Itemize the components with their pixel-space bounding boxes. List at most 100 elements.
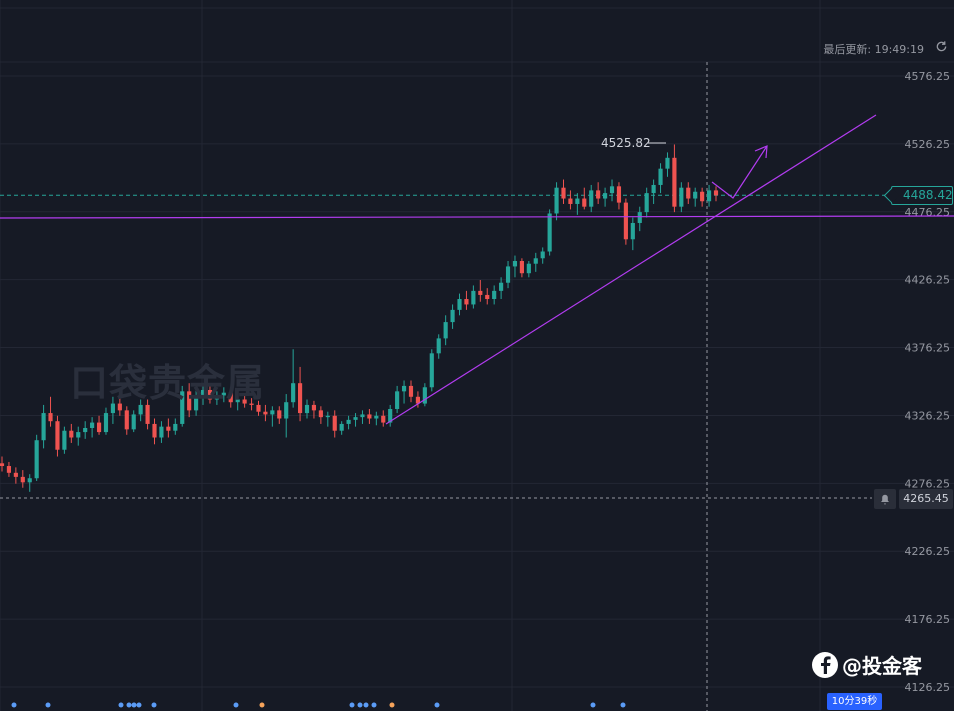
candle-body [686, 187, 691, 199]
candle-body [658, 168, 663, 185]
candle-body [512, 260, 518, 267]
high-price-label: 4525.82 [601, 136, 651, 150]
candle-body [478, 290, 483, 295]
projection-path [711, 145, 768, 199]
candle-body [55, 421, 60, 450]
candle-body [62, 430, 67, 450]
candle-body [616, 186, 622, 203]
candle-body [561, 187, 566, 199]
event-dot [126, 702, 132, 708]
candle-body [228, 392, 233, 403]
candle-body [325, 415, 330, 418]
candle-body [291, 383, 296, 403]
candle-body [117, 403, 122, 411]
candle-body [20, 476, 25, 483]
candle-body [429, 353, 434, 388]
last-update-label: 最后更新: 19:49:19 [823, 43, 924, 56]
candle-body [415, 396, 421, 404]
candle-body [706, 190, 712, 202]
candle-body [651, 184, 656, 194]
candle-body [596, 190, 601, 199]
bell-icon[interactable] [874, 489, 896, 509]
candle-body [0, 463, 5, 467]
candle-body [672, 157, 677, 207]
y-tick-label: 4226.25 [905, 545, 951, 558]
candle-body [34, 440, 39, 479]
y-tick-label: 4126.25 [905, 681, 951, 694]
candle-body [270, 410, 275, 415]
candle-body [367, 414, 372, 419]
candle-body [173, 423, 178, 431]
candle-body [603, 193, 608, 199]
event-dot [259, 702, 265, 708]
candle-body [485, 294, 490, 300]
candle-body [145, 404, 150, 424]
brand-logo: @投金客 [812, 650, 922, 679]
candle-body [124, 410, 129, 430]
event-dot [371, 702, 377, 708]
event-dot [151, 702, 157, 708]
candle-body [679, 187, 684, 207]
candle-body [221, 392, 226, 396]
candle-body [263, 411, 268, 415]
candle-body [519, 260, 524, 274]
candle-body [332, 415, 337, 431]
candle-body [152, 423, 157, 438]
candle-body [408, 385, 414, 397]
candle-body [464, 299, 469, 305]
alert-price-tag[interactable]: 4265.45 [899, 489, 953, 509]
candle-body [41, 413, 46, 441]
event-dot [131, 702, 137, 708]
candle-body [214, 395, 219, 400]
watermark: 口袋贵金属 [70, 361, 266, 405]
candle-body [713, 190, 719, 196]
countdown-badge: 10分39秒 [827, 693, 882, 710]
event-dot [233, 702, 239, 708]
candle-body [242, 399, 247, 404]
candle-body [395, 391, 400, 409]
candle-body [166, 426, 171, 431]
candle-body [318, 410, 323, 418]
candle-body [700, 191, 705, 202]
event-dot [363, 702, 369, 708]
candle-body [346, 419, 351, 424]
y-tick-label: 4326.25 [905, 409, 951, 422]
candle-body [388, 408, 393, 423]
candle-body [284, 402, 289, 419]
candle-body [353, 417, 358, 420]
event-dot [118, 702, 124, 708]
y-tick-label: 4476.25 [905, 206, 951, 219]
candle-body [83, 428, 88, 433]
event-dot [349, 702, 355, 708]
event-dot [620, 702, 626, 708]
candle-body [277, 410, 282, 419]
candle-body [443, 322, 448, 339]
candle-body [582, 198, 587, 207]
candle-body [644, 193, 649, 213]
candle-body [103, 413, 109, 433]
candle-body [96, 422, 102, 433]
candle-body [297, 383, 303, 414]
candle-body [575, 198, 580, 204]
candle-body [589, 190, 594, 207]
candle-body [547, 213, 552, 252]
candle-body [76, 432, 81, 438]
candle-body [401, 385, 407, 392]
y-tick-label: 4176.25 [905, 613, 951, 626]
candle-body [138, 404, 143, 415]
candle-body [339, 423, 344, 431]
candle-body [311, 404, 317, 411]
candle-body [492, 290, 497, 300]
trend-line [385, 114, 877, 425]
y-tick-label: 4576.25 [905, 70, 951, 83]
candle-body [422, 387, 427, 404]
candle-body [69, 430, 74, 438]
current-price-tag: 4488.42 [891, 186, 953, 205]
candle-body [554, 187, 559, 214]
candle-body [131, 414, 136, 430]
refresh-icon[interactable] [935, 40, 948, 53]
candle-body [568, 198, 573, 204]
candle-body [533, 258, 538, 264]
